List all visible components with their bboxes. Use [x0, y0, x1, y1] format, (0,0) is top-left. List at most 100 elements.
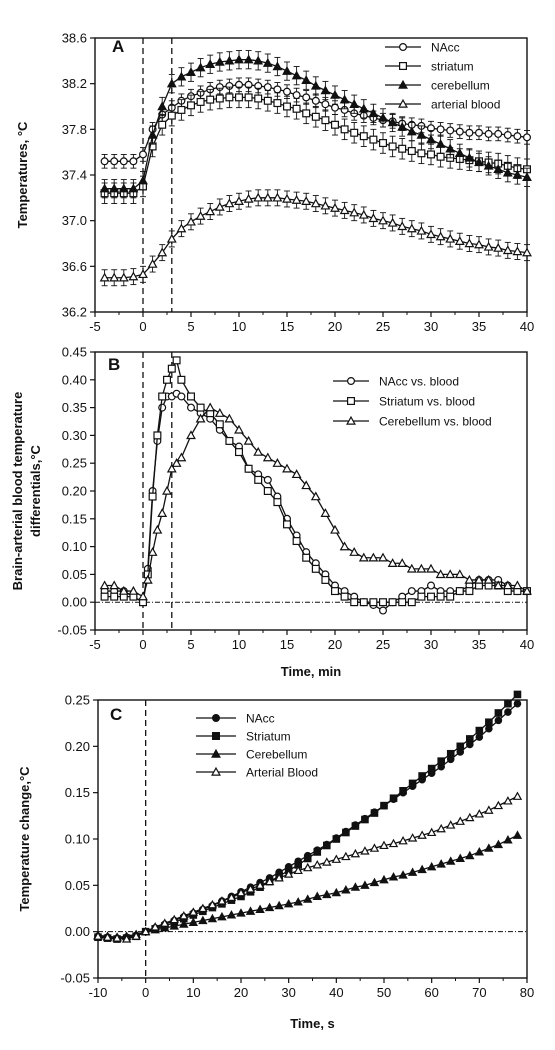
data-point	[109, 272, 120, 282]
data-point	[147, 129, 158, 139]
data-point	[456, 742, 465, 751]
data-point	[465, 587, 474, 596]
data-point	[349, 99, 360, 108]
data-point	[379, 606, 388, 615]
data-point	[292, 104, 301, 113]
x-tick-label: 20	[328, 637, 342, 652]
data-point	[360, 880, 370, 889]
data-point	[350, 848, 361, 858]
data-point	[494, 129, 503, 138]
data-point	[177, 392, 186, 401]
data-point	[274, 873, 284, 882]
series-arterial-blood	[93, 791, 523, 943]
data-point	[493, 800, 504, 810]
data-point	[283, 898, 294, 908]
data-point	[160, 923, 170, 932]
data-point	[215, 94, 224, 103]
data-point	[311, 96, 320, 105]
data-point	[142, 574, 153, 584]
x-tick-label: 25	[376, 319, 390, 334]
data-point	[214, 201, 225, 211]
data-point	[340, 592, 349, 601]
data-point	[264, 902, 275, 912]
panel-letter: B	[108, 355, 120, 374]
x-tick-label: 30	[424, 319, 438, 334]
y-tick-label: 0.25	[65, 693, 90, 708]
data-point	[331, 854, 342, 863]
data-point	[446, 856, 456, 865]
data-point	[416, 129, 427, 139]
data-point	[283, 520, 292, 529]
data-point	[112, 933, 122, 942]
data-point	[303, 862, 313, 872]
data-point	[522, 172, 532, 182]
data-point	[321, 116, 330, 125]
data-point	[426, 861, 437, 871]
legend: NAcc striatum cerebellum arterial blood	[385, 41, 500, 112]
x-tick-label: 0	[142, 985, 149, 1000]
data-point	[166, 233, 177, 243]
data-point	[157, 247, 168, 257]
data-point	[147, 547, 158, 556]
data-point	[253, 55, 264, 65]
data-point	[234, 54, 244, 64]
data-point	[464, 152, 475, 162]
data-point	[293, 865, 303, 875]
data-point	[465, 850, 475, 860]
data-point	[235, 93, 244, 102]
data-point	[397, 221, 408, 231]
series-nacc	[94, 699, 522, 942]
legend: NAcc vs. blood Striatum vs. blood Cerebell…	[333, 375, 492, 429]
data-point	[350, 128, 359, 137]
data-point	[331, 120, 340, 129]
data-point	[205, 402, 216, 412]
data-point	[109, 183, 120, 193]
data-point	[406, 223, 417, 233]
data-point	[483, 574, 494, 584]
y-tick-label: 37.8	[62, 122, 87, 137]
data-point	[234, 196, 244, 205]
y-axis-label-line: Brain-arterial blood temperature	[10, 392, 25, 591]
data-point	[484, 805, 494, 814]
panel-c: -10 0 10 20 30 40 50 60 70 80 -0.05 0.00 0.05 0.10 0.1…	[17, 690, 534, 1031]
data-point	[512, 580, 523, 590]
data-point	[513, 132, 522, 141]
data-point	[273, 85, 282, 94]
data-point	[310, 491, 321, 501]
data-point	[138, 175, 148, 185]
data-point	[301, 75, 312, 84]
data-point	[494, 716, 503, 725]
data-point	[454, 236, 465, 245]
data-point	[493, 164, 504, 174]
data-point	[445, 569, 456, 579]
data-point	[195, 413, 206, 423]
y-tick-label: 0.20	[65, 739, 90, 754]
data-point	[263, 475, 272, 484]
data-point	[152, 524, 163, 534]
data-point	[446, 749, 455, 758]
x-tick-label: 30	[281, 985, 295, 1000]
x-axis-label: Time, min	[281, 664, 342, 679]
data-point	[332, 835, 341, 843]
data-point	[198, 915, 208, 925]
data-point	[100, 592, 109, 601]
data-point	[245, 884, 256, 893]
data-point	[418, 772, 426, 780]
data-point	[455, 816, 465, 825]
data-point	[349, 547, 360, 556]
data-point	[196, 97, 205, 106]
legend-label: Striatum vs. blood	[379, 395, 475, 409]
data-point	[493, 242, 504, 252]
y-tick-label: 0.05	[62, 567, 87, 582]
data-point	[225, 436, 234, 445]
data-point	[179, 919, 189, 928]
data-point	[522, 247, 532, 257]
data-point	[254, 475, 263, 484]
x-tick-label: 70	[472, 985, 486, 1000]
data-point	[110, 592, 119, 601]
data-point	[272, 61, 283, 71]
data-point	[426, 229, 436, 239]
data-point	[293, 897, 303, 906]
data-point	[99, 183, 110, 193]
data-point	[262, 192, 273, 202]
